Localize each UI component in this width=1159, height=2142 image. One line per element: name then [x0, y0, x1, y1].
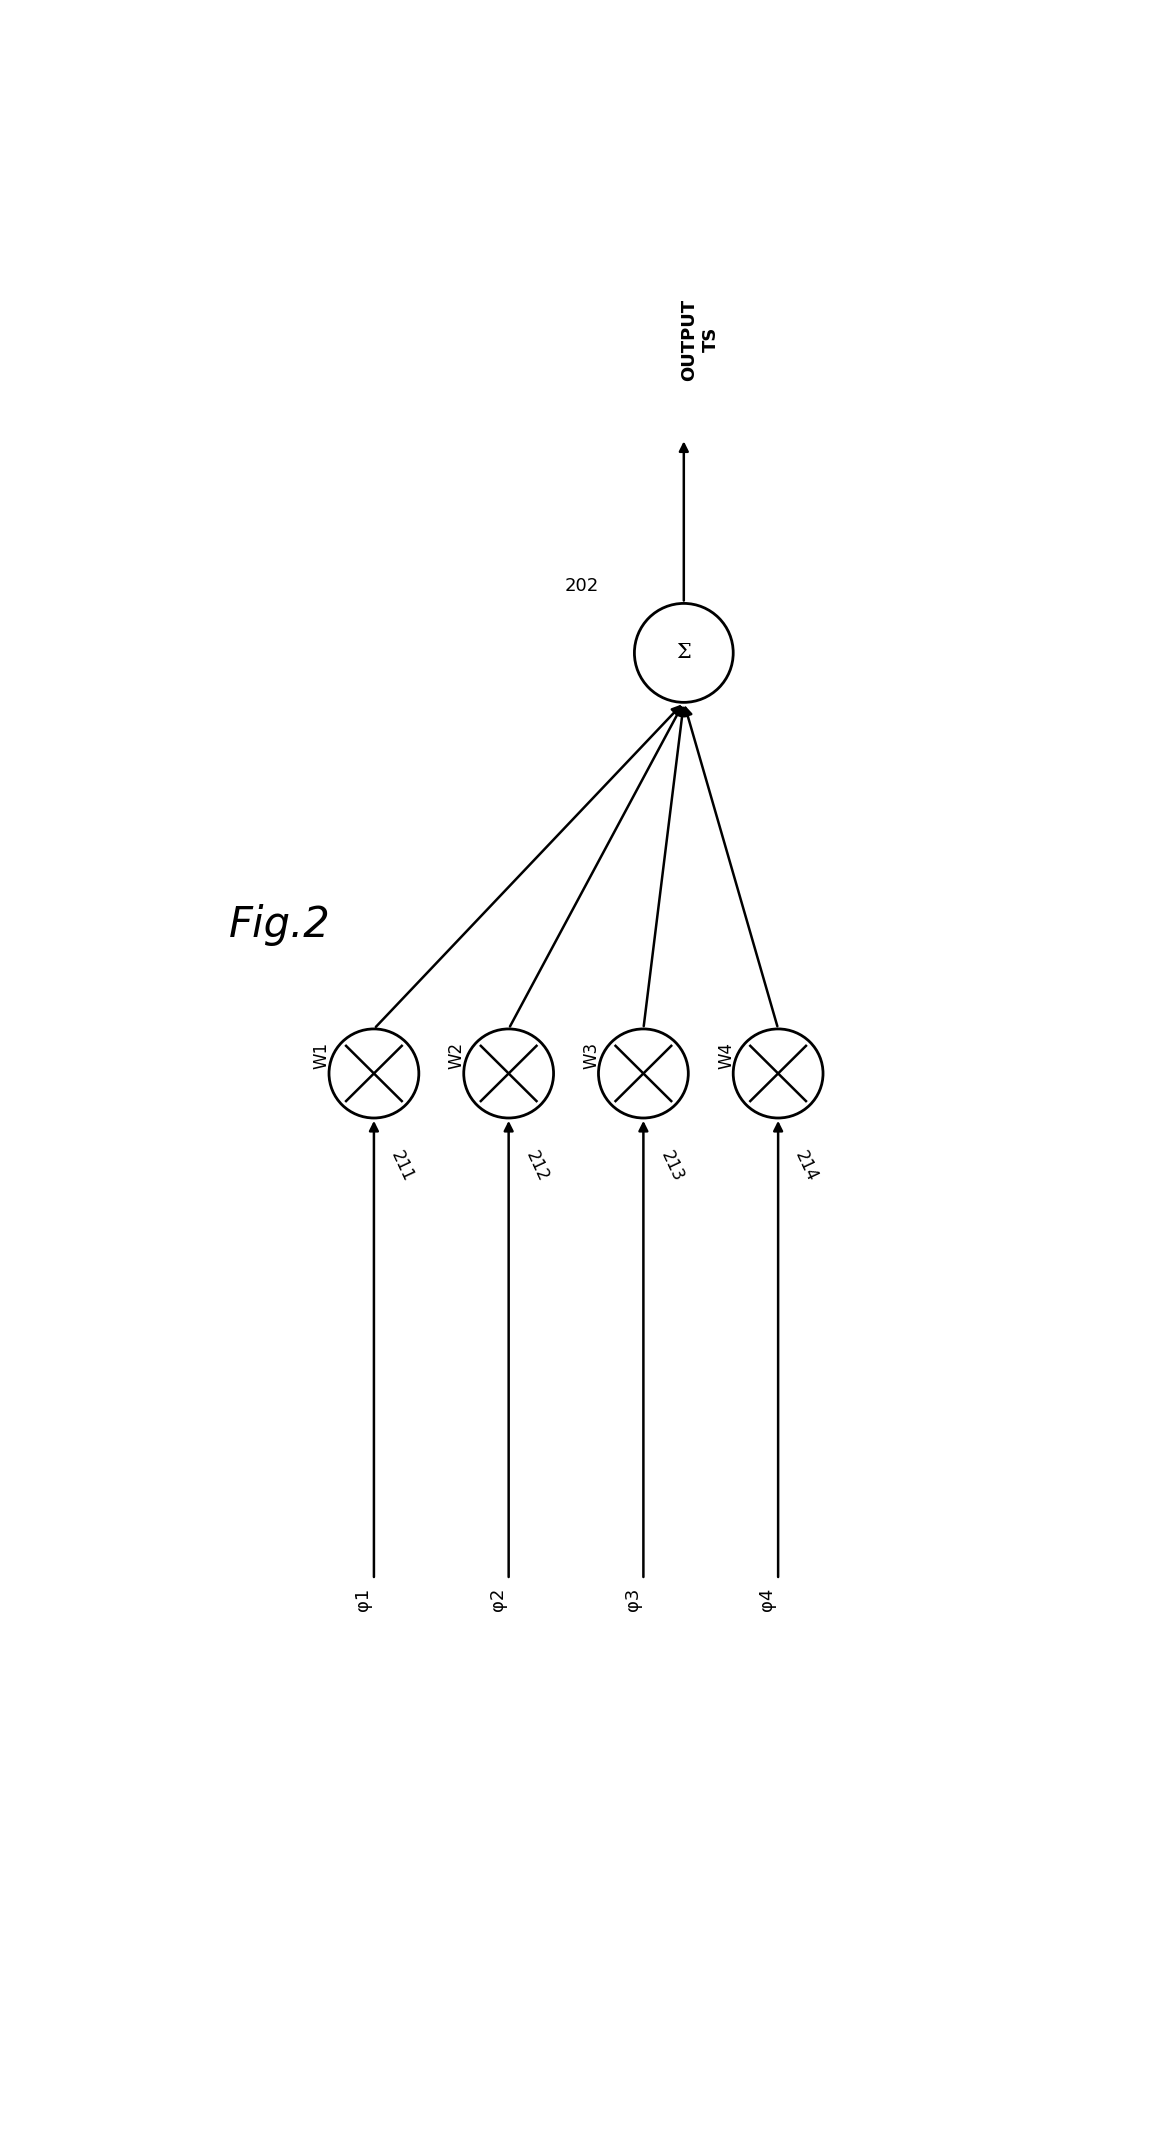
Text: 211: 211 [387, 1148, 417, 1185]
Text: φ3: φ3 [624, 1587, 642, 1611]
Ellipse shape [734, 1028, 823, 1118]
Text: Fig.2: Fig.2 [228, 904, 330, 947]
Ellipse shape [464, 1028, 554, 1118]
Text: 202: 202 [564, 576, 598, 595]
Text: 214: 214 [792, 1148, 822, 1185]
Text: W3: W3 [582, 1041, 600, 1069]
Text: W2: W2 [447, 1041, 466, 1069]
Ellipse shape [634, 604, 734, 703]
Ellipse shape [598, 1028, 688, 1118]
Text: W1: W1 [313, 1041, 330, 1069]
Ellipse shape [329, 1028, 418, 1118]
Text: W4: W4 [717, 1041, 735, 1069]
Text: 212: 212 [523, 1148, 552, 1185]
Text: Σ: Σ [677, 643, 691, 662]
Text: OUTPUT
TS: OUTPUT TS [680, 298, 720, 381]
Text: 213: 213 [657, 1148, 686, 1185]
Text: φ2: φ2 [489, 1587, 506, 1611]
Text: φ1: φ1 [355, 1587, 372, 1611]
Text: φ4: φ4 [758, 1587, 777, 1611]
